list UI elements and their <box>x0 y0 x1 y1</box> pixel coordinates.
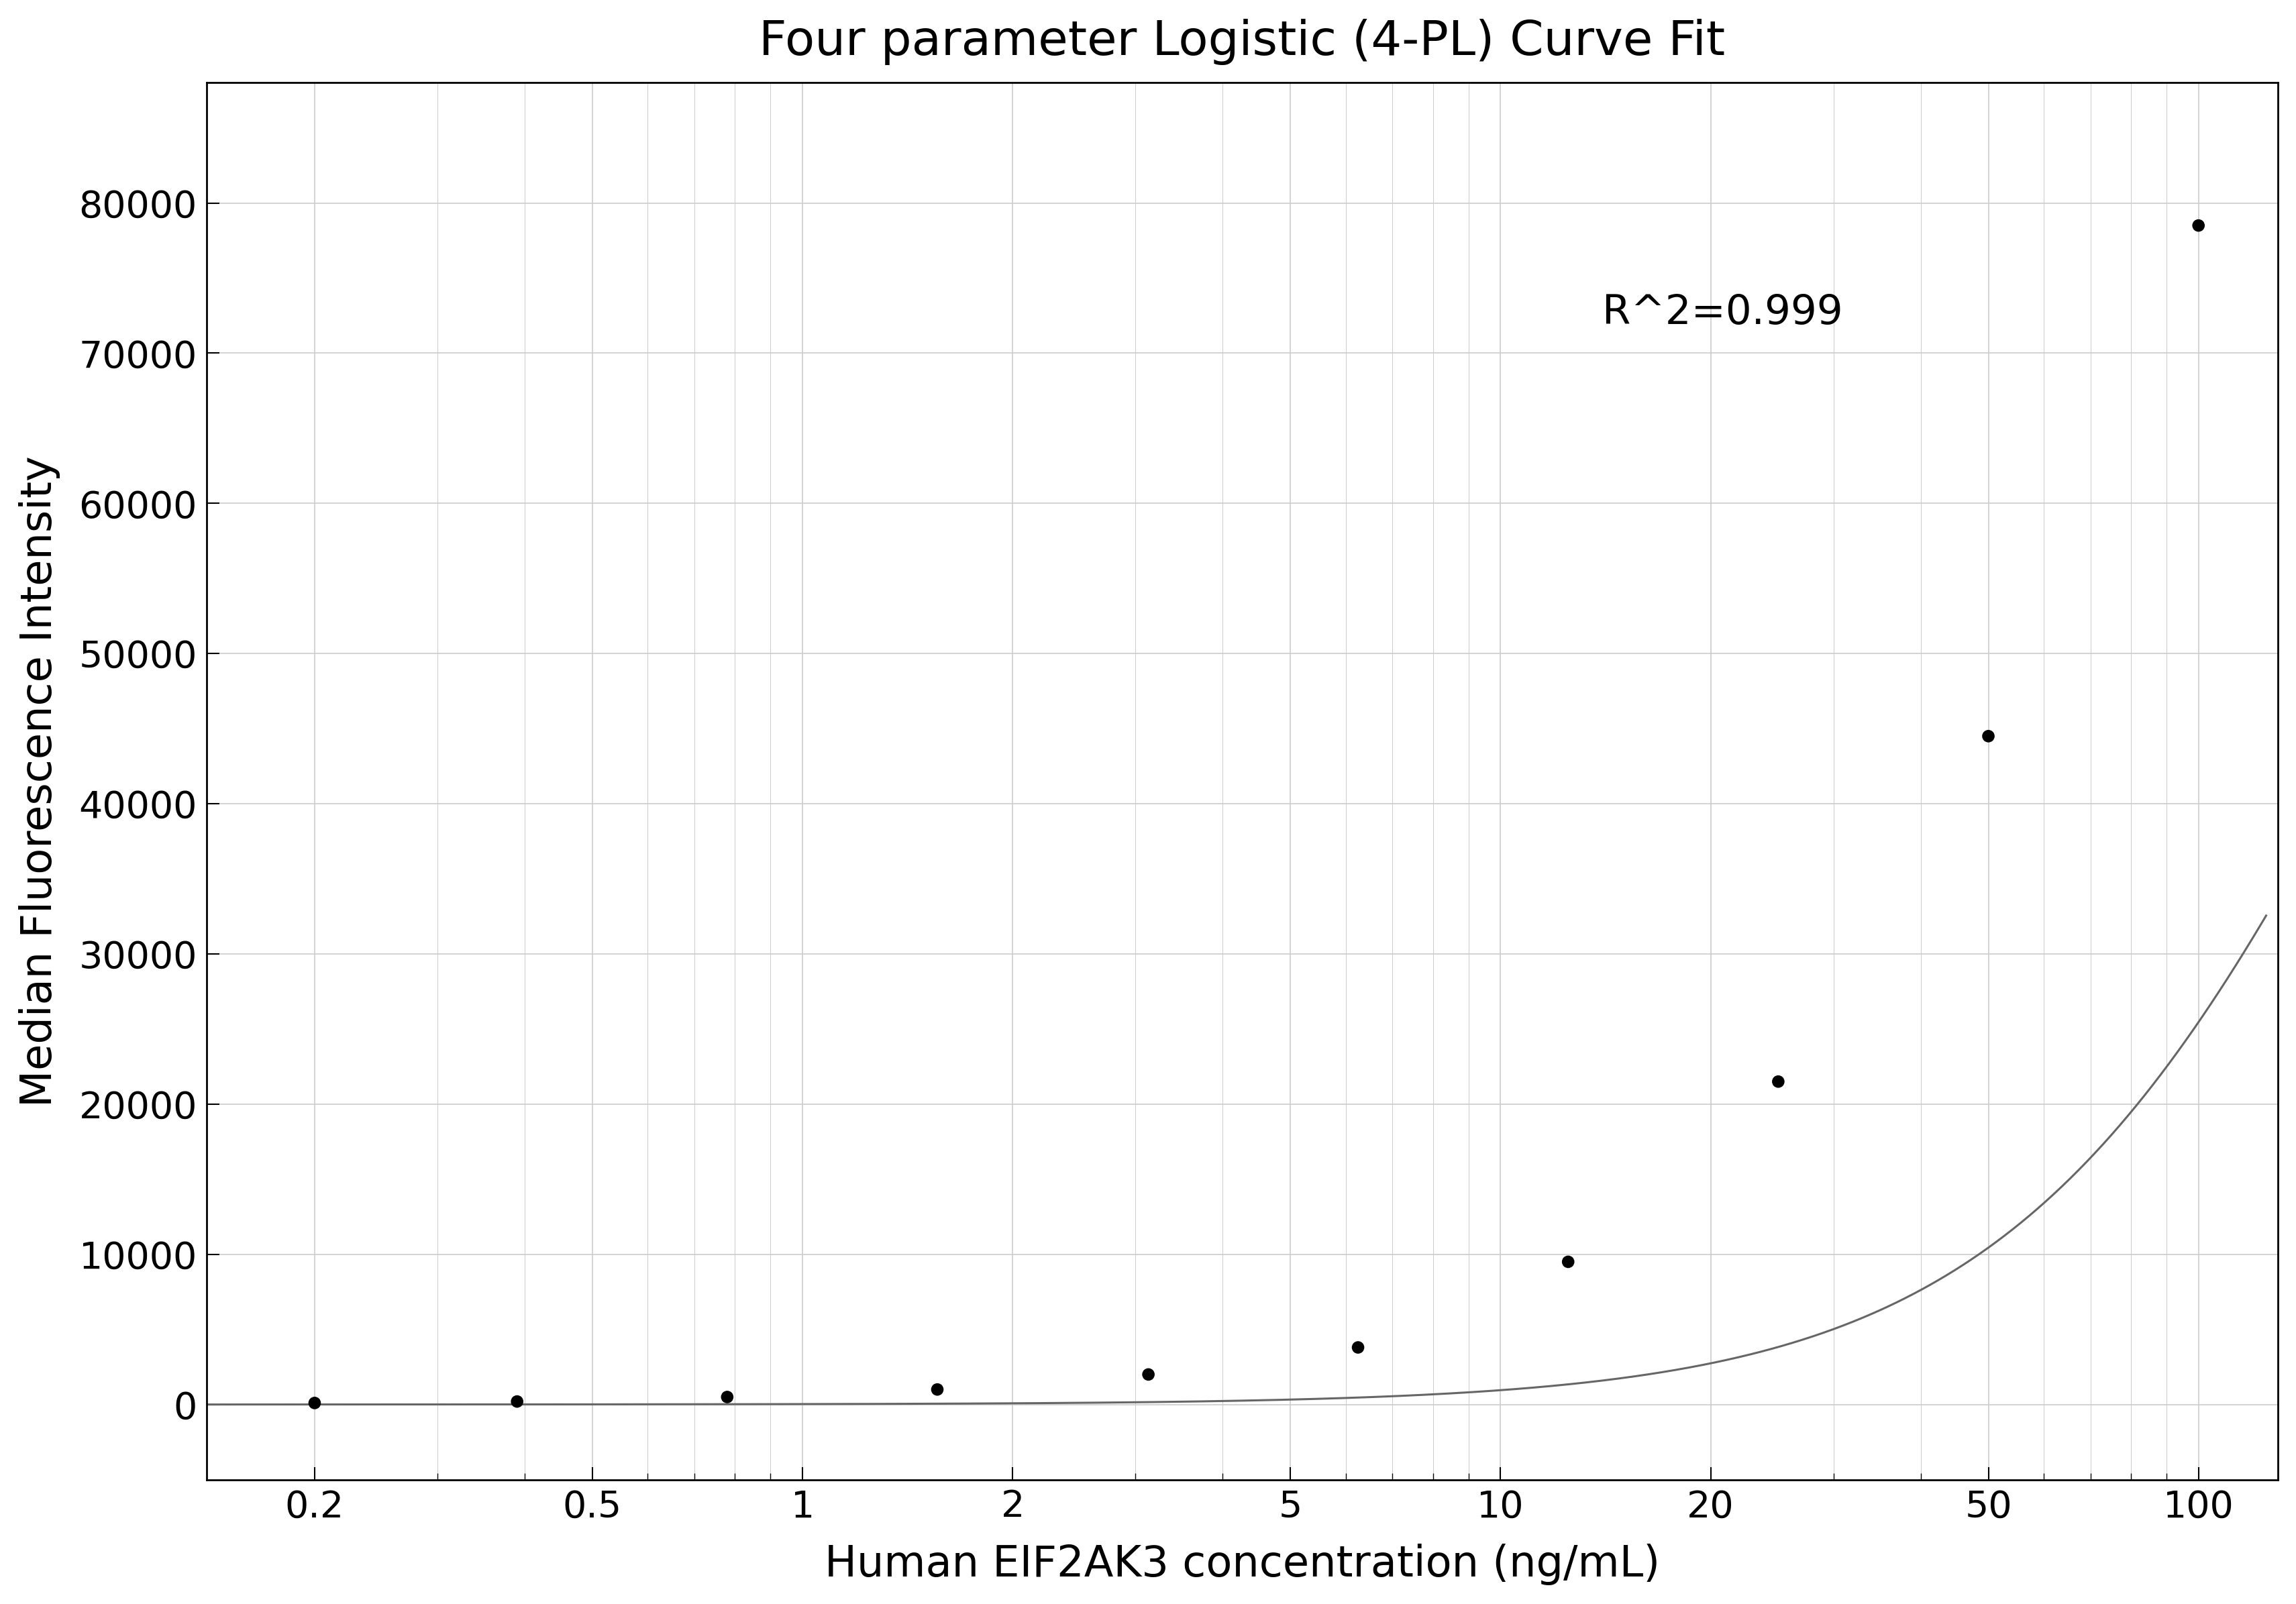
Point <box>2179 213 2216 239</box>
Point <box>1759 1068 1795 1094</box>
Y-axis label: Median Fluorescence Intensity: Median Fluorescence Intensity <box>18 456 60 1107</box>
Title: Four parameter Logistic (4-PL) Curve Fit: Four parameter Logistic (4-PL) Curve Fit <box>760 19 1724 64</box>
Point <box>498 1389 535 1415</box>
Point <box>1970 723 2007 749</box>
Text: R^2=0.999: R^2=0.999 <box>1603 294 1844 332</box>
Point <box>1339 1335 1375 1360</box>
Point <box>296 1391 333 1416</box>
Point <box>1130 1362 1166 1387</box>
Point <box>709 1384 746 1410</box>
X-axis label: Human EIF2AK3 concentration (ng/mL): Human EIF2AK3 concentration (ng/mL) <box>824 1543 1660 1585</box>
Point <box>1550 1250 1587 1275</box>
Point <box>918 1376 955 1402</box>
